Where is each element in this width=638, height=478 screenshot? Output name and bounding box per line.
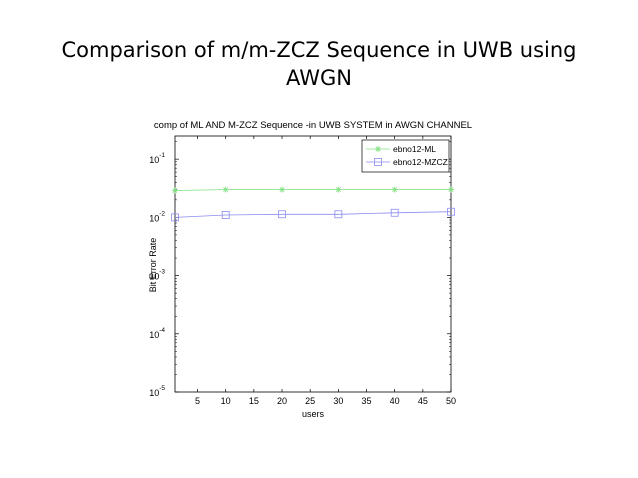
y-tick-label: 10-2 bbox=[149, 210, 165, 223]
x-tick-label: 15 bbox=[249, 396, 259, 406]
legend-entry: ebno12-ML bbox=[393, 144, 436, 154]
plot-area-frame bbox=[174, 135, 452, 393]
legend-marker bbox=[375, 146, 381, 152]
x-tick-label: 30 bbox=[333, 396, 343, 406]
x-tick-label: 45 bbox=[418, 396, 428, 406]
y-tick-label: 10-5 bbox=[149, 385, 165, 398]
data-point bbox=[334, 210, 343, 219]
slide-title-line-1: Comparison of m/m-ZCZ Sequence in UWB us… bbox=[61, 38, 577, 62]
data-point bbox=[448, 186, 454, 193]
chart-title: comp of ML AND M-ZCZ Sequence -in UWB SY… bbox=[154, 120, 472, 131]
data-point bbox=[172, 187, 178, 194]
data-point bbox=[278, 210, 286, 219]
legend-box bbox=[361, 139, 450, 173]
series-line-2 bbox=[174, 211, 452, 218]
data-point bbox=[279, 186, 286, 193]
x-tick-label: 20 bbox=[277, 396, 287, 406]
y-tick-label: 10-1 bbox=[149, 152, 165, 165]
y-tick-label: 10-3 bbox=[149, 269, 165, 282]
series-line-1 bbox=[174, 189, 451, 191]
x-tick-label: 40 bbox=[390, 396, 400, 406]
x-axis-label: users bbox=[302, 409, 325, 419]
data-point bbox=[221, 211, 230, 219]
x-tick-label: 25 bbox=[305, 396, 315, 406]
x-tick-label: 5 bbox=[195, 396, 200, 406]
legend-entry: ebno12-MZCZ bbox=[393, 157, 448, 167]
data-point bbox=[391, 186, 398, 193]
data-point bbox=[447, 207, 455, 216]
data-point bbox=[222, 186, 229, 193]
y-axis-label: Bit Error Rate bbox=[148, 238, 158, 293]
slide-title: Comparison of m/m-ZCZ Sequence in UWB us… bbox=[40, 36, 598, 92]
x-tick-label: 35 bbox=[362, 396, 372, 406]
y-tick-label: 10-4 bbox=[149, 327, 165, 340]
data-point bbox=[390, 208, 399, 217]
slide-title-line-2: AWGN bbox=[286, 66, 352, 90]
legend-marker bbox=[374, 158, 382, 166]
data-point bbox=[171, 213, 179, 222]
x-tick-label: 10 bbox=[221, 396, 231, 406]
x-tick-label: 50 bbox=[446, 396, 456, 406]
data-point bbox=[335, 186, 342, 193]
